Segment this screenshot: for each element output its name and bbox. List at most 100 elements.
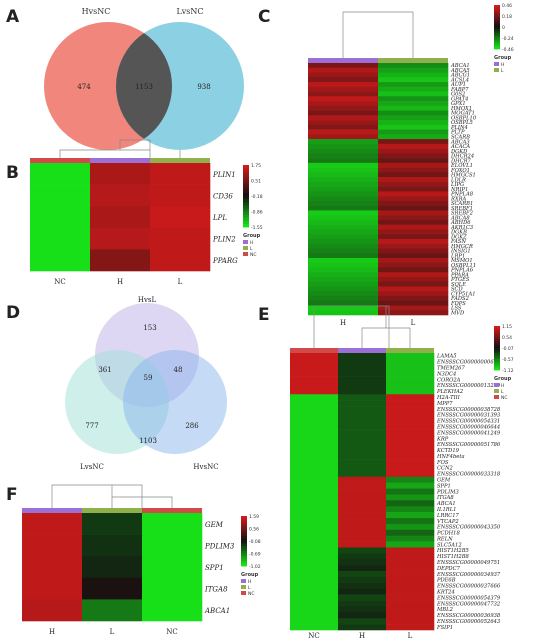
heatmap-cell bbox=[378, 286, 449, 292]
gene-label: HNF4beta bbox=[436, 454, 465, 460]
heatmap-cell bbox=[378, 205, 449, 211]
heatmap-cell bbox=[386, 423, 435, 430]
heatmap-cell bbox=[378, 148, 449, 154]
legend-tick: -0.69 bbox=[249, 552, 261, 558]
gene-label: GEM bbox=[205, 521, 224, 529]
gene-label: PNPLA6 bbox=[450, 268, 474, 274]
heatmap-cell bbox=[142, 534, 203, 557]
heatmap-cell bbox=[386, 406, 435, 413]
heatmap-cell bbox=[338, 382, 387, 389]
gene-label: ACSL4 bbox=[450, 77, 469, 83]
venn-d-circle-hvsnc bbox=[123, 350, 227, 454]
legend-gradient-step bbox=[241, 518, 247, 522]
heatmap-cell bbox=[338, 394, 387, 401]
heatmap-cell bbox=[308, 167, 379, 173]
heatmap-cell bbox=[338, 482, 387, 489]
heatmap-cell bbox=[378, 210, 449, 216]
legend-group-swatch bbox=[494, 62, 499, 66]
heatmap-cell bbox=[30, 249, 91, 272]
column-label-h: H bbox=[359, 632, 365, 639]
legend-gradient-step bbox=[494, 354, 500, 358]
legend-gradient-step bbox=[494, 341, 500, 344]
legend-group-label: H bbox=[250, 240, 253, 246]
legend-gradient-step bbox=[241, 521, 247, 524]
heatmap-cell bbox=[386, 358, 435, 366]
heatmap-cell bbox=[378, 134, 449, 140]
gene-label: CCN2 bbox=[437, 466, 453, 472]
heatmap-cell bbox=[338, 518, 387, 525]
heatmap-cell bbox=[22, 577, 83, 600]
heatmap-cell bbox=[378, 172, 449, 178]
legend-tick: -0.08 bbox=[249, 539, 261, 545]
legend-group-swatch bbox=[494, 389, 499, 393]
heatmap-cell bbox=[378, 305, 449, 311]
gene-label: ABCA1 bbox=[436, 501, 456, 507]
column-label-h: H bbox=[49, 628, 55, 636]
legend-gradient-step bbox=[243, 199, 249, 203]
legend-gradient-step bbox=[494, 328, 500, 331]
heatmap-cell bbox=[290, 512, 339, 519]
gene-label: DEPDC7 bbox=[436, 566, 461, 572]
legend-gradient-step bbox=[241, 553, 247, 557]
heatmap-cell bbox=[338, 459, 387, 466]
heatmap-cell bbox=[386, 382, 435, 389]
heatmap-cell bbox=[290, 429, 339, 436]
heatmap-cell bbox=[378, 310, 449, 316]
heatmap-cell bbox=[308, 229, 379, 235]
heatmap-cell bbox=[308, 96, 379, 102]
heatmap-cell bbox=[386, 429, 435, 436]
heatmap-cell bbox=[378, 153, 449, 159]
gene-label: MBL2 bbox=[436, 607, 453, 613]
venn-a-count-right: 938 bbox=[197, 83, 210, 91]
gene-label: FOS bbox=[436, 460, 449, 466]
heatmap-cell bbox=[338, 529, 387, 537]
heatmap-cell bbox=[338, 429, 387, 436]
legend-gradient-step bbox=[243, 196, 249, 200]
legend-tick: -0.57 bbox=[502, 357, 514, 363]
heatmap-cell bbox=[290, 518, 339, 525]
legend-group-label: H bbox=[501, 62, 504, 68]
column-label-nc: NC bbox=[166, 628, 177, 636]
heatmap-cell bbox=[290, 459, 339, 466]
heatmap-cell bbox=[308, 286, 379, 292]
heatmap-cell bbox=[378, 101, 449, 107]
legend-group-title: Group bbox=[243, 233, 261, 239]
heatmap-cell bbox=[290, 582, 339, 590]
dendrogram-branch bbox=[59, 149, 151, 163]
gene-label: ENSSSCG00000046644 bbox=[436, 424, 500, 430]
heatmap-cell bbox=[378, 295, 449, 302]
heatmap-cell bbox=[386, 547, 435, 554]
gene-label: MOGAT1 bbox=[450, 111, 475, 117]
gene-label: DGKZ bbox=[450, 234, 467, 240]
heatmap-cell bbox=[386, 388, 435, 395]
legend-gradient-step bbox=[241, 561, 247, 564]
heatmap-cell bbox=[338, 400, 387, 407]
gene-label: NRIP1 bbox=[450, 187, 468, 193]
legend-group-title: Group bbox=[241, 572, 259, 578]
heatmap-cell bbox=[290, 559, 339, 566]
heatmap-cell bbox=[378, 143, 449, 149]
legend-gradient-step bbox=[494, 337, 500, 340]
heatmap-cell bbox=[378, 72, 449, 78]
dendrogram-branch bbox=[342, 11, 414, 58]
heatmap-cell bbox=[308, 267, 379, 273]
gene-label: PDLIM3 bbox=[436, 489, 459, 495]
gene-label: PNPLA8 bbox=[450, 192, 474, 198]
gene-label: N3DC4 bbox=[436, 371, 456, 377]
heatmap-cell bbox=[308, 72, 379, 78]
venn-a-label-hvsnc: HvsNC bbox=[82, 7, 111, 16]
legend-group-label: NC bbox=[501, 395, 508, 401]
gene-label: ENSSSCG00000049751 bbox=[436, 560, 500, 566]
gene-label: ABCA1 bbox=[204, 607, 230, 615]
legend-gradient-step bbox=[494, 9, 500, 12]
heatmap-cell bbox=[386, 417, 435, 425]
venn-d-label-hvsnc: HvsNC bbox=[193, 463, 218, 471]
heatmap-cell bbox=[378, 158, 449, 164]
group-bar-nc bbox=[290, 348, 338, 353]
gene-label: ENSSSCG00000052643 bbox=[436, 619, 501, 625]
heatmap-cell bbox=[338, 553, 387, 560]
heatmap-cell bbox=[378, 86, 449, 92]
legend-tick: 1.59 bbox=[249, 514, 259, 520]
legend-tick: -0.07 bbox=[502, 346, 514, 352]
legend-group-swatch bbox=[494, 395, 499, 399]
